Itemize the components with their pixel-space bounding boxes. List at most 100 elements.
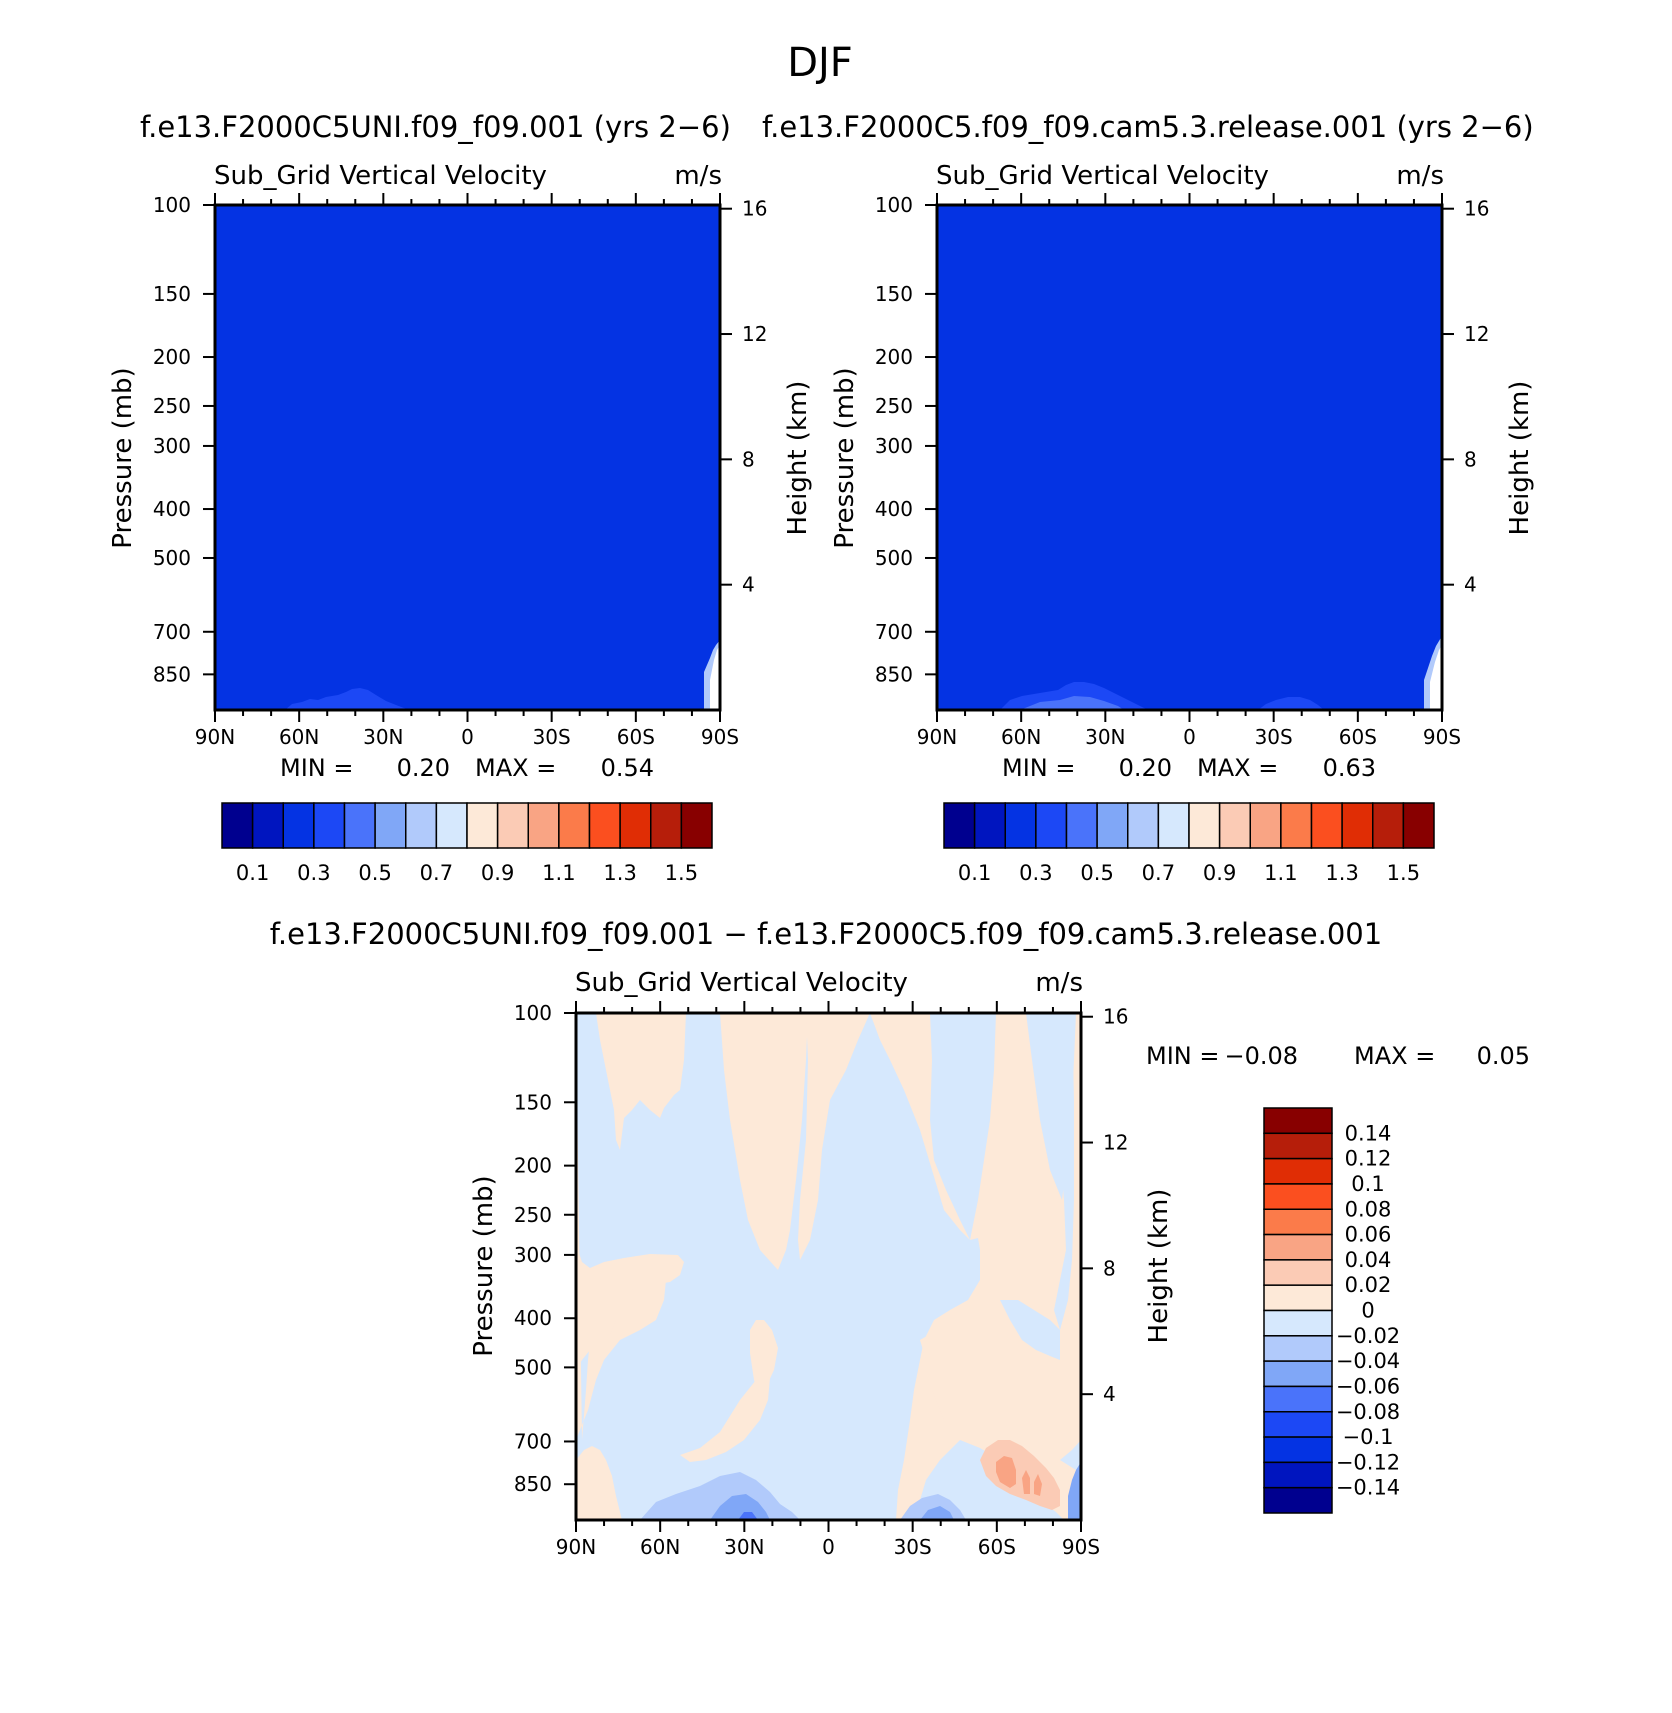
colorbar-box	[1218, 802, 1251, 849]
x-tick-label: 0	[1183, 725, 1196, 749]
colorbar-box	[1263, 1385, 1333, 1413]
colorbar-label: 1.1	[542, 861, 575, 885]
colorbar-label: −0.06	[1336, 1374, 1400, 1398]
y-tick-label: 100	[153, 193, 191, 217]
y-tick-label: 300	[875, 434, 913, 458]
x-tick-label: 90S	[1062, 1535, 1100, 1559]
y-tick-label: 150	[875, 282, 913, 306]
panel-2-field	[937, 205, 1442, 710]
colorbar-box	[466, 802, 499, 849]
y-tick-label: 200	[153, 345, 191, 369]
y-tick-label: 100	[875, 193, 913, 217]
y-tick-label: 150	[514, 1090, 552, 1114]
panel-3-positive-core-streak-1	[1022, 1470, 1030, 1494]
colorbar-label: 0.9	[481, 861, 514, 885]
colorbar-label: 0	[1361, 1299, 1374, 1323]
x-tick-label: 30S	[533, 725, 571, 749]
panel-2-axes: 90N 60N 30N 0 30S 60S 90S 100 150 200 250 300 400 500…	[875, 193, 1489, 749]
y-tick-label: 850	[875, 662, 913, 686]
x-tick-label: 30N	[1085, 725, 1125, 749]
panel-1-min-value: 0.20	[397, 754, 450, 782]
colorbar-label: 0.14	[1345, 1121, 1392, 1145]
panel-3-subtitle-variable: Sub_Grid Vertical Velocity	[575, 968, 908, 998]
colorbar-box	[1280, 802, 1313, 849]
colorbar-box	[1127, 802, 1160, 849]
panel-1-background-field	[215, 205, 720, 710]
panel-1-title: f.e13.F2000C5UNI.f09_f09.001 (yrs 2−6)	[140, 110, 731, 144]
colorbar-label: −0.14	[1336, 1476, 1400, 1500]
panel-1-max-label: MAX =	[475, 754, 556, 782]
y-right-tick-label: 12	[1103, 1131, 1128, 1155]
panel-3-positive-region-lower-west	[576, 1446, 622, 1520]
y-tick-label: 500	[153, 546, 191, 570]
y-right-tick-label: 12	[742, 322, 767, 346]
colorbar-box	[1157, 802, 1190, 849]
colorbar-box	[1310, 802, 1343, 849]
panel-3-negative-core-surface	[710, 1494, 770, 1520]
colorbar-box	[1035, 802, 1068, 849]
colorbar-box	[1341, 802, 1374, 849]
y-right-tick-label: 4	[1464, 573, 1477, 597]
colorbar-box	[1096, 802, 1129, 849]
x-tick-label: 30S	[1255, 725, 1293, 749]
colorbar-box	[1249, 802, 1282, 849]
panel-3-ylabel: Pressure (mb)	[469, 1175, 499, 1356]
colorbar-label: −0.04	[1336, 1349, 1400, 1373]
colorbar-box	[435, 802, 468, 849]
panel-3-polar-negative	[1068, 1462, 1081, 1520]
colorbar-box	[1263, 1284, 1333, 1312]
panel-1-field	[215, 205, 720, 710]
colorbar-label: 0.06	[1345, 1223, 1392, 1247]
y-tick-label: 700	[875, 620, 913, 644]
panel-1: f.e13.F2000C5UNI.f09_f09.001 (yrs 2−6) S…	[108, 110, 813, 885]
colorbar-label: 0.3	[1019, 861, 1052, 885]
colorbar-box	[558, 802, 591, 849]
y-tick-label: 500	[875, 546, 913, 570]
colorbar-box	[943, 802, 976, 849]
panel-1-subtitle-variable: Sub_Grid Vertical Velocity	[214, 161, 547, 191]
colorbar-box	[619, 802, 652, 849]
x-tick-label: 90S	[1423, 725, 1461, 749]
panel-3-field	[576, 1013, 1081, 1520]
x-tick-label: 90N	[195, 725, 235, 749]
colorbar-box	[1263, 1132, 1333, 1160]
panel-3-positive-region-equator	[798, 1013, 870, 1260]
panel-3-positive-region-west	[576, 1013, 808, 1440]
panel-1-min-label: MIN =	[280, 754, 353, 782]
colorbar-label: 1.5	[665, 861, 698, 885]
panel-1-axes: 90N 60N 30N 0 30S 60S 90S 100 150 200 250 300 400 500…	[153, 193, 767, 749]
panel-3-min-label: MIN =	[1146, 1042, 1219, 1070]
colorbar-label: 1.1	[1264, 861, 1297, 885]
panel-2-background-field	[937, 205, 1442, 710]
y-tick-label: 400	[153, 497, 191, 521]
colorbar-box	[1263, 1233, 1333, 1261]
colorbar-label: 0.1	[958, 861, 991, 885]
y-tick-label: 100	[514, 1001, 552, 1025]
colorbar-box	[496, 802, 529, 849]
x-tick-label: 60S	[978, 1535, 1016, 1559]
panel-3-negative-pocket-south	[1000, 1300, 1060, 1360]
x-tick-label: 0	[822, 1535, 835, 1559]
colorbar-box	[221, 802, 254, 849]
colorbar-label: 1.3	[1325, 861, 1358, 885]
figure-title: DJF	[787, 40, 853, 86]
colorbar-box	[282, 802, 315, 849]
panel-3-positive-region-west-upper	[576, 1013, 684, 1370]
y-tick-label: 250	[153, 394, 191, 418]
panel-2-max-label: MAX =	[1197, 754, 1278, 782]
panel-2-ylabel: Pressure (mb)	[830, 367, 860, 548]
colorbar-box	[1263, 1411, 1333, 1438]
panel-1-polar-edge	[710, 645, 720, 710]
panel-3-positive-core-streak-2	[1034, 1474, 1042, 1496]
colorbar-box	[1263, 1486, 1333, 1514]
panel-2-min-value: 0.20	[1119, 754, 1172, 782]
panel-2-ylabel-right: Height (km)	[1505, 381, 1535, 536]
x-tick-label: 60N	[640, 1535, 680, 1559]
panel-3-title: f.e13.F2000C5UNI.f09_f09.001 − f.e13.F20…	[270, 917, 1382, 951]
y-tick-label: 700	[153, 620, 191, 644]
colorbar-box	[1402, 802, 1435, 849]
x-tick-label: 30N	[363, 725, 403, 749]
panel-3-max-value: 0.05	[1477, 1042, 1530, 1070]
y-right-tick-label: 12	[1464, 322, 1489, 346]
